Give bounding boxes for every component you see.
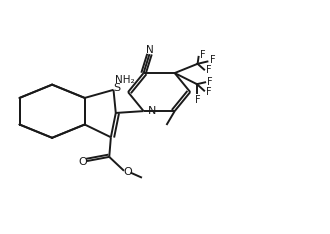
Text: O: O [78,157,87,167]
Text: F: F [206,65,212,75]
Text: NH₂: NH₂ [115,75,135,85]
Text: F: F [200,50,206,60]
Text: O: O [124,167,133,177]
Text: S: S [113,83,120,93]
Text: F: F [210,55,215,65]
Text: N: N [146,45,154,55]
Text: F: F [206,87,212,97]
Text: N: N [148,106,156,116]
Text: F: F [195,95,201,105]
Text: F: F [207,77,213,87]
